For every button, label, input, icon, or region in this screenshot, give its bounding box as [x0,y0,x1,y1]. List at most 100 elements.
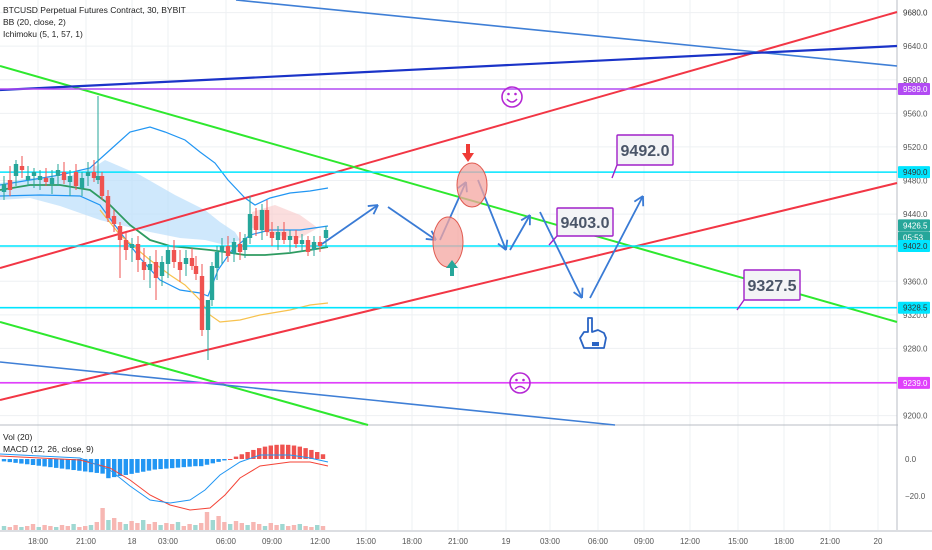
macd-histogram-bar [71,459,76,471]
volume-bar [158,525,163,530]
volume-bar [129,521,134,530]
price-axis-tick-label: 9640.0 [903,42,928,51]
macd-histogram-bar [42,459,47,467]
candle [259,210,265,230]
volume-bar [141,520,146,530]
price-callout-box [556,207,614,237]
time-axis-tick-label: 03:00 [158,537,179,546]
candle [165,250,171,264]
candle [117,226,123,240]
macd-histogram-bar [251,449,256,459]
volume-bar [19,527,24,530]
volume-bar [268,523,273,530]
volume-bar [291,525,297,530]
time-axis-tick-label: 18:00 [402,537,423,546]
candle [49,178,55,184]
time-axis-tick-label: 15:00 [728,537,749,546]
macd-histogram-bar [117,459,123,477]
price-axis-marker [898,219,930,232]
price-axis-marker-label: 9239.0 [903,379,928,388]
candle [147,264,153,270]
pointing-hand-cuff [592,342,599,346]
up-arrow-icon [446,260,458,276]
price-axis-tick-label: 9200.0 [903,412,928,421]
candle [153,262,159,278]
pivot-high-marker [456,162,488,208]
projection-path [321,179,644,299]
callout-tail [611,164,618,179]
volume-bar [94,522,99,530]
candle [61,172,67,180]
arrow-head [573,287,584,299]
volume-bar [187,524,192,530]
candle [299,240,305,244]
pointing-hand-icon [579,317,607,349]
macd-histogram-bar [152,459,157,470]
candle [209,266,215,300]
volume-bar [146,524,152,530]
candle [237,244,243,252]
price-axis-marker [898,376,930,389]
price-callout-label: 9327.5 [748,278,797,295]
macd-signal-line [0,455,329,511]
macd-histogram-bar [268,445,273,459]
candle [323,230,329,238]
macd-histogram-bar [274,444,279,459]
price-callout-box [616,134,674,166]
candle [19,166,25,170]
price-axis-marker-label: 05:53 [903,234,924,243]
macd-histogram-bar [129,459,134,474]
candle [123,240,129,250]
macd-histogram-bar [303,448,308,459]
candle [37,176,43,180]
lower-price-axis [898,426,932,530]
bb-indicator-label: BB (20, close, 2) [3,17,66,27]
macd-histogram-bar [210,459,215,464]
price-axis-marker [898,166,930,179]
price-callout-label: 9492.0 [621,143,670,160]
price-axis-tick-label: 9280.0 [903,344,928,353]
macd-histogram-bar [216,459,221,462]
macd-histogram-bar [315,452,320,459]
volume-bar [123,524,128,530]
volume-bar [71,524,76,530]
volume-bar [112,518,117,530]
ichimoku-indicator-label: Ichimoku (5, 1, 57, 1) [3,29,83,39]
time-axis-tick-label: 21:00 [448,537,469,546]
candle [199,276,205,330]
volume-bar [233,521,239,530]
price-callout-label: 9403.0 [561,215,610,232]
candle [13,164,19,176]
chart-title: BTCUSD Perpetual Futures Contract, 30, B… [3,5,186,15]
smiley-happy-icon-mouth [506,98,518,103]
callout-tail [736,299,745,311]
macd-histogram-bar [245,452,250,459]
candle [7,180,13,190]
candle [85,172,91,176]
down-arrow-icon [462,144,474,162]
macd-histogram-bar [59,459,65,469]
candle [287,236,293,240]
price-axis-marker [898,82,930,95]
lower-axis-tick-label: −20.0 [905,492,926,501]
candle [242,238,248,250]
candle [275,232,281,240]
macd-histogram-bar [48,459,53,468]
volume-bar [245,525,250,530]
macd-histogram-bar [187,459,192,467]
macd-histogram-bar [123,459,128,475]
arrow-head [367,204,379,215]
volume-bar [309,527,314,530]
volume-bar [251,522,256,530]
price-axis-marker [898,240,930,253]
callout-tail [548,235,558,246]
volume-bar [48,526,53,530]
volume-bar [100,508,105,530]
volume-bar [106,520,111,530]
volume-bar [30,524,36,530]
smiley-sad-icon-mouth [514,385,526,390]
candle [305,240,311,252]
price-axis-tick-label: 9440.0 [903,210,928,219]
trend-line-navy [0,44,898,92]
